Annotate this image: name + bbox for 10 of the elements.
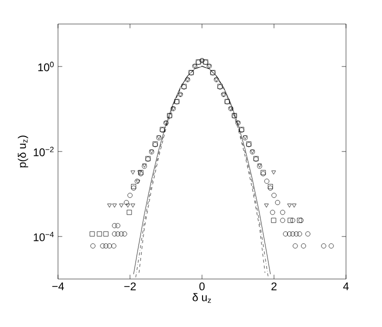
x-tick-label: −4: [52, 282, 64, 290]
x-tick-label: 2: [271, 282, 277, 290]
y-tick-label: 10$^{−2}$: [34, 146, 54, 156]
x-tick-label: 0: [199, 282, 205, 290]
x-axis-title: δ u$_{z}$: [192, 293, 211, 303]
x-tick-label: 4: [343, 282, 349, 290]
y-tick-label: 10$^{−4}$: [34, 232, 54, 242]
y-tick-label: 10$^{0}$: [38, 62, 54, 72]
y-axis-title: p(δ u$_{z}$): [18, 136, 28, 168]
x-tick-label: −2: [124, 282, 136, 290]
